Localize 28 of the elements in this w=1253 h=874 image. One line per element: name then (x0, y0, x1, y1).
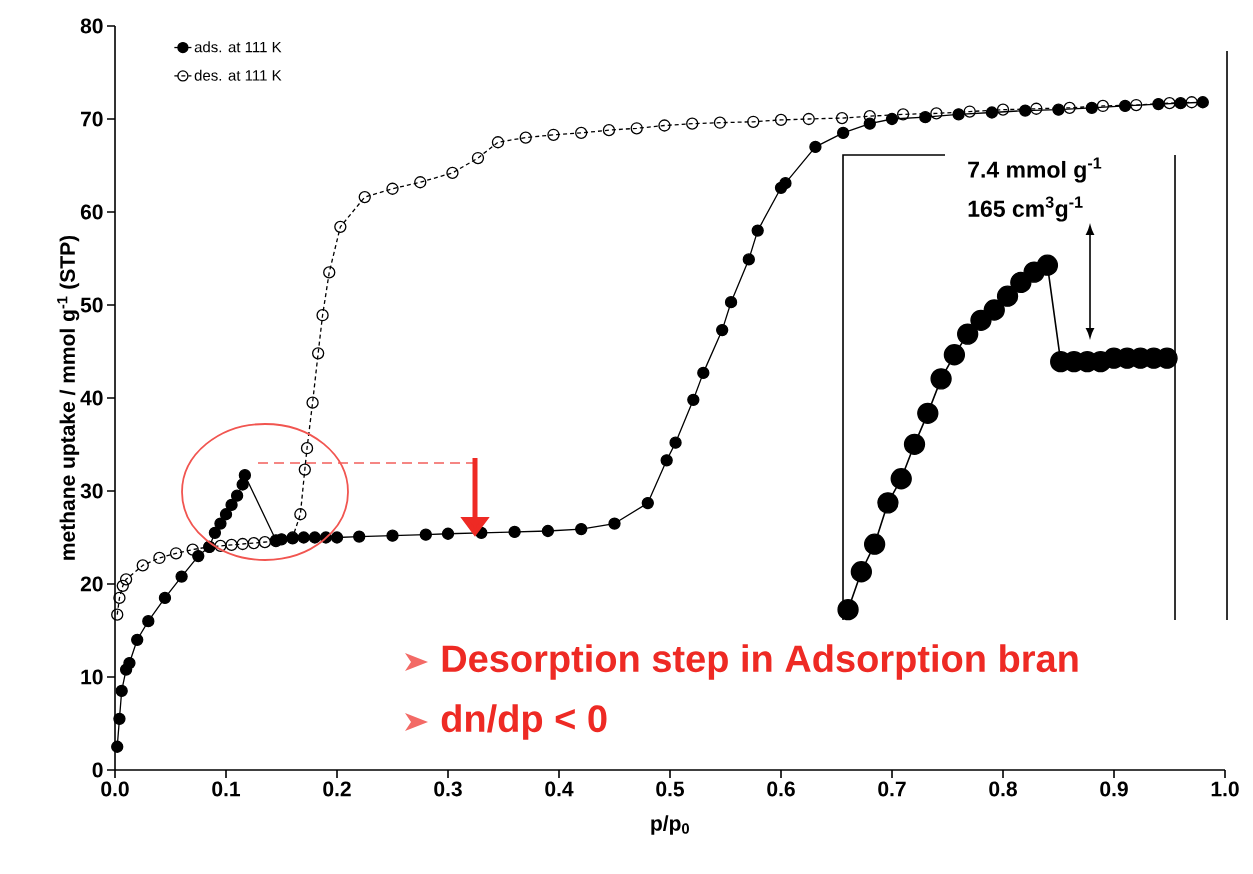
x-axis-title: p/p$_{0}$ (651, 815, 689, 835)
x-tick-label: 0.7 (878, 781, 906, 797)
y-tick-label: 30 (80, 483, 103, 499)
y-tick-label: 70 (81, 111, 103, 127)
y-tick-label: 60 (80, 204, 103, 220)
x-tick-label: 0.9 (1100, 781, 1128, 797)
y-tick-label: 40 (80, 390, 103, 406)
legend-label: des. at 111 K (194, 69, 282, 81)
y-tick-label: 50 (80, 297, 103, 313)
annotation: dn/dp < 0 (441, 704, 607, 740)
x-tick-label: 0.6 (767, 781, 795, 797)
x-tick-label: 0.4 (545, 781, 574, 797)
y-tick-label: 0 (92, 762, 103, 778)
annotation: 165 cm$^{3}$g$^{-1}$ (968, 196, 1083, 222)
y-axis-title: methane uptake / mmol g$^{-1}$ (STP) (57, 235, 80, 560)
y-tick-label: 80 (80, 18, 103, 34)
annotation: 7.4 mmol g$^{-1}$ (968, 157, 1102, 183)
x-tick-label: 0.1 (212, 781, 241, 797)
annotation: Desorption step in Adsorption bran (442, 644, 1078, 680)
x-tick-label: 1.0 (1211, 781, 1239, 797)
x-tick-label: 0.5 (656, 781, 685, 797)
x-tick-label: 0.2 (323, 781, 351, 797)
x-tick-label: 0.0 (101, 781, 129, 797)
legend-label: ads. at 111 K (194, 41, 282, 53)
y-tick-label: 20 (80, 576, 103, 592)
x-tick-label: 0.3 (434, 781, 462, 797)
y-tick-label: 10 (81, 669, 103, 685)
x-tick-label: 0.8 (989, 781, 1017, 797)
